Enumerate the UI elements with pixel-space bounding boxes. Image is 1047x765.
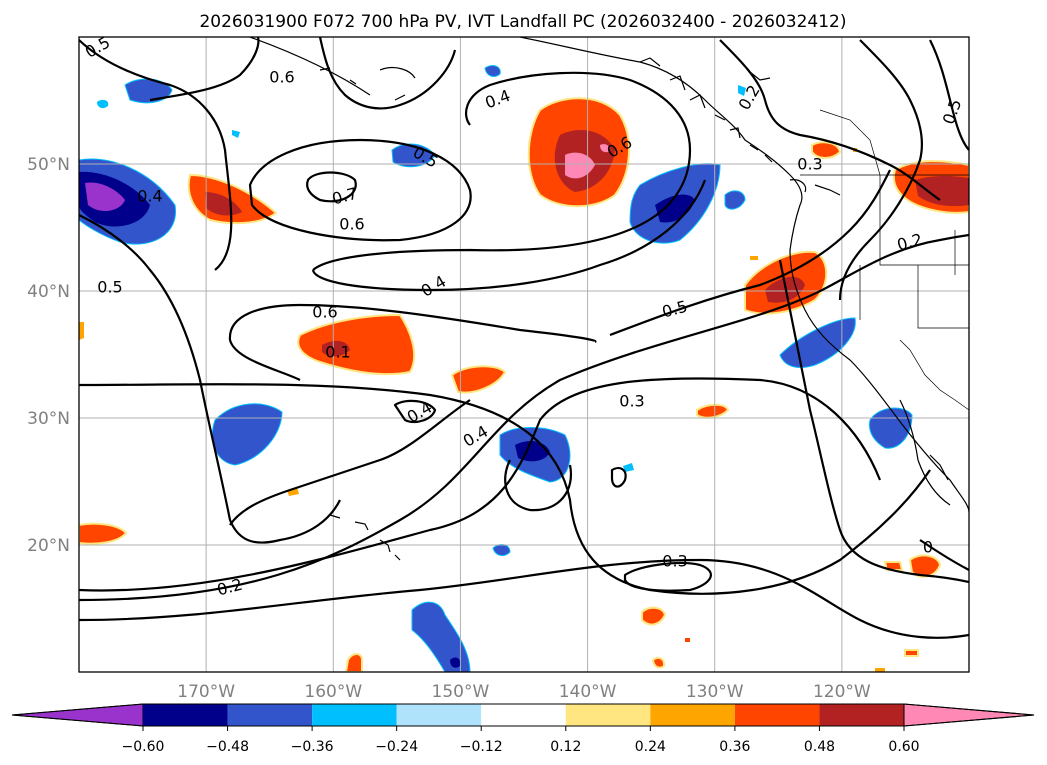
- contour-label: 0.3: [619, 392, 644, 411]
- lat-label: 50°N: [27, 155, 70, 175]
- contour-label: 0.4: [137, 187, 162, 206]
- figure-title: 2026031900 F072 700 hPa PV, IVT Landfall…: [199, 12, 846, 32]
- colorbar-tick-label: 0.60: [888, 739, 919, 755]
- contour-label: 0.3: [797, 155, 822, 174]
- contour-label: 0.6: [312, 303, 337, 322]
- contour-label: 0: [923, 538, 933, 557]
- contour-label: 0.3: [662, 552, 687, 571]
- lon-label: 140°W: [559, 682, 617, 702]
- negative-anomaly-small-1: [124, 78, 173, 104]
- lat-label: 20°N: [27, 536, 70, 556]
- colorbar-segment: [481, 704, 566, 726]
- colorbar: −0.60 −0.48 −0.36 −0.24 −0.12 0.12 0.24 0.36 0.4…: [11, 703, 1035, 755]
- map-frame: [78, 36, 970, 673]
- lon-label: 170°W: [177, 682, 235, 702]
- colorbar-segment: [312, 704, 397, 726]
- colorbar-extend-high: [903, 703, 1035, 727]
- contour-label: 0.5: [97, 278, 122, 297]
- lon-label: 130°W: [686, 682, 744, 702]
- colorbar-tick-label: 0.36: [719, 739, 750, 755]
- colorbar-tick-label: −0.48: [206, 739, 249, 755]
- colorbar-segment: [565, 704, 651, 726]
- colorbar-tick-label: −0.36: [291, 739, 334, 755]
- contour-label: 0.6: [339, 215, 364, 234]
- coastlines: [249, 37, 969, 561]
- colorbar-extend-low: [11, 703, 144, 727]
- lon-label: 160°W: [304, 682, 362, 702]
- colorbar-tick-label: 0.24: [635, 739, 666, 755]
- pv-contours: [79, 37, 969, 639]
- colorbar-segment: [143, 704, 228, 726]
- lat-label: 30°N: [27, 409, 70, 429]
- contour-label: 0.1: [325, 343, 350, 362]
- colorbar-segment: [396, 704, 482, 726]
- colorbar-tick-label: −0.24: [375, 739, 418, 755]
- lat-label: 40°N: [27, 282, 70, 302]
- latitude-labels: 50°N 40°N 30°N 20°N: [27, 155, 70, 556]
- colorbar-tick-label: 0.12: [550, 739, 581, 755]
- lon-label: 150°W: [432, 682, 490, 702]
- map-panel: 0.50.60.40.50.70.60.40.50.40.60.10.60.4 0…: [79, 37, 969, 672]
- colorbar-segment: [650, 704, 735, 726]
- longitude-labels: 170°W 160°W 150°W 140°W 130°W 120°W: [177, 682, 871, 702]
- colorbar-tick-label: −0.60: [122, 739, 165, 755]
- gridlines: [79, 37, 969, 672]
- colorbar-segment: [734, 704, 820, 726]
- contour-label: 0.6: [269, 68, 294, 87]
- lon-label: 120°W: [813, 682, 871, 702]
- colorbar-tick-label: −0.12: [460, 739, 503, 755]
- colorbar-segment: [819, 704, 904, 726]
- positive-anomaly-central: [297, 313, 416, 376]
- colorbar-segment: [227, 704, 313, 726]
- colorbar-tick-label: 0.48: [804, 739, 835, 755]
